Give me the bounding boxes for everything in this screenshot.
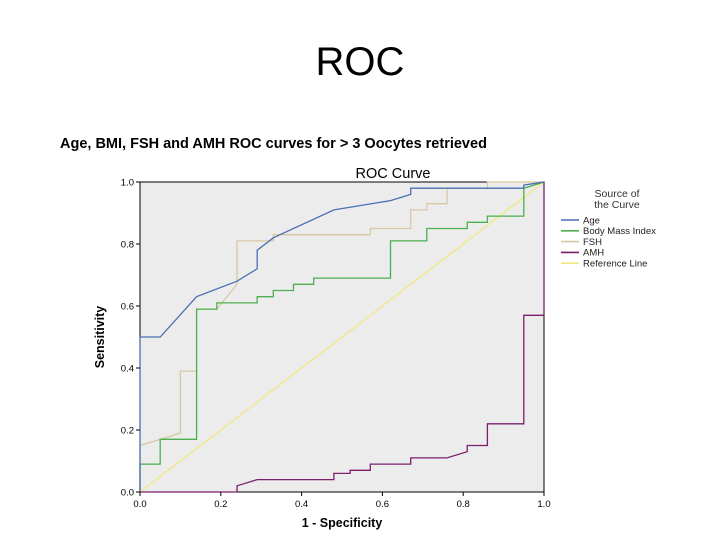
x-tick-label: 0.0 — [133, 499, 146, 510]
x-tick-label: 0.2 — [214, 499, 227, 510]
y-tick-label: 0.0 — [121, 488, 134, 499]
legend-item: AMH — [583, 248, 604, 259]
y-tick-label: 0.8 — [121, 240, 134, 251]
series-line-reference-line — [139, 181, 545, 493]
legend-title: Source of the Curve — [594, 188, 640, 211]
y-tick-label: 0.2 — [121, 426, 134, 437]
x-tick-label: 1.0 — [537, 499, 550, 510]
legend-item: Age — [583, 215, 600, 226]
x-tick-label: 0.6 — [376, 499, 389, 510]
slide-title: ROC — [315, 40, 405, 84]
series-line-fsh — [139, 181, 544, 492]
y-tick-label: 0.6 — [121, 302, 134, 313]
x-tick-label: 0.4 — [295, 499, 308, 510]
chart-title: ROC Curve — [356, 166, 431, 182]
legend-item: Body Mass Index — [583, 226, 656, 237]
x-axis-label: 1 - Specificity — [302, 516, 383, 530]
legend-item: Reference Line — [583, 259, 647, 270]
y-tick-label: 0.4 — [121, 364, 134, 375]
legend-item: FSH — [583, 237, 602, 248]
series-line-amh — [140, 182, 545, 493]
axes: 0.0 0.2 0.4 0.6 0.8 1.0 0.0 0.2 0.4 0.6 0.8 1.0 — [121, 178, 551, 511]
x-tick-label: 0.8 — [457, 499, 470, 510]
series-line-age — [139, 181, 545, 492]
y-tick-label: 1.0 — [121, 178, 134, 189]
y-axis-label: Sensitivity — [93, 306, 107, 369]
series-line-body-mass-index — [139, 181, 545, 492]
figure-title: Age, BMI, FSH and AMH ROC curves for > 3… — [60, 136, 487, 152]
series-layer — [139, 181, 545, 493]
